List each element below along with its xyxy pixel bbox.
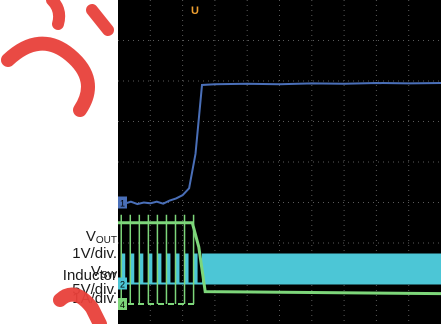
vsw-pulse — [157, 253, 162, 284]
vout-trace — [118, 81, 441, 206]
ch1-marker-bg — [118, 196, 127, 209]
trigger-marker: U — [191, 5, 199, 17]
vsw-pulse — [148, 253, 153, 284]
vsw-label: VSW — [91, 263, 117, 284]
vsw-pulse — [130, 253, 135, 284]
vsw-pulse — [121, 253, 126, 284]
vout-scale-label: 1V/div. — [72, 245, 117, 262]
inductor-label: Inductor — [62, 267, 117, 284]
vsw-pulse — [175, 253, 180, 284]
trigger-marker-bg — [188, 2, 201, 16]
inductor-scale-label: 1A/div. — [72, 290, 117, 307]
scope-plot: U 1 2 4 — [118, 0, 441, 324]
ch4-marker-bg — [118, 298, 127, 310]
vsw-pulse — [193, 253, 198, 284]
ch4-marker: 4 — [120, 300, 125, 310]
vsw-trace — [121, 253, 441, 284]
inductor-trace — [118, 214, 441, 304]
vsw-pulse — [184, 253, 189, 284]
vsw-band — [201, 253, 441, 284]
vsw-symbol: V — [90, 263, 101, 280]
vsw-subscript: SW — [100, 270, 117, 281]
vout-symbol: V — [85, 228, 96, 245]
oscilloscope-display: U 1 2 4 — [118, 0, 441, 324]
inductor-envelope — [118, 221, 441, 296]
vout-label-real: VOUT — [86, 228, 117, 249]
ch1-marker: 1 — [120, 199, 125, 209]
ch2-marker-bg — [118, 277, 127, 290]
vsw-pulse — [166, 253, 171, 284]
vout-subscript: OUT — [95, 235, 117, 246]
ch2-marker: 2 — [120, 280, 125, 290]
vsw-pulse — [139, 253, 144, 284]
